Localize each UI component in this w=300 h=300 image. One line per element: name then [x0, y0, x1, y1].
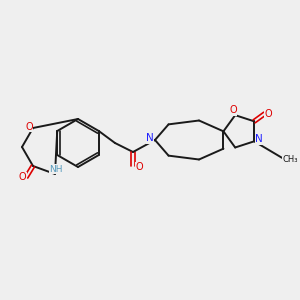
- Text: O: O: [135, 162, 143, 172]
- Text: N: N: [146, 133, 154, 143]
- Text: O: O: [230, 105, 237, 115]
- Text: NH: NH: [49, 164, 63, 173]
- Text: O: O: [18, 172, 26, 182]
- Text: O: O: [265, 109, 272, 119]
- Text: CH₃: CH₃: [282, 154, 298, 164]
- Text: N: N: [255, 134, 263, 144]
- Text: O: O: [25, 122, 33, 132]
